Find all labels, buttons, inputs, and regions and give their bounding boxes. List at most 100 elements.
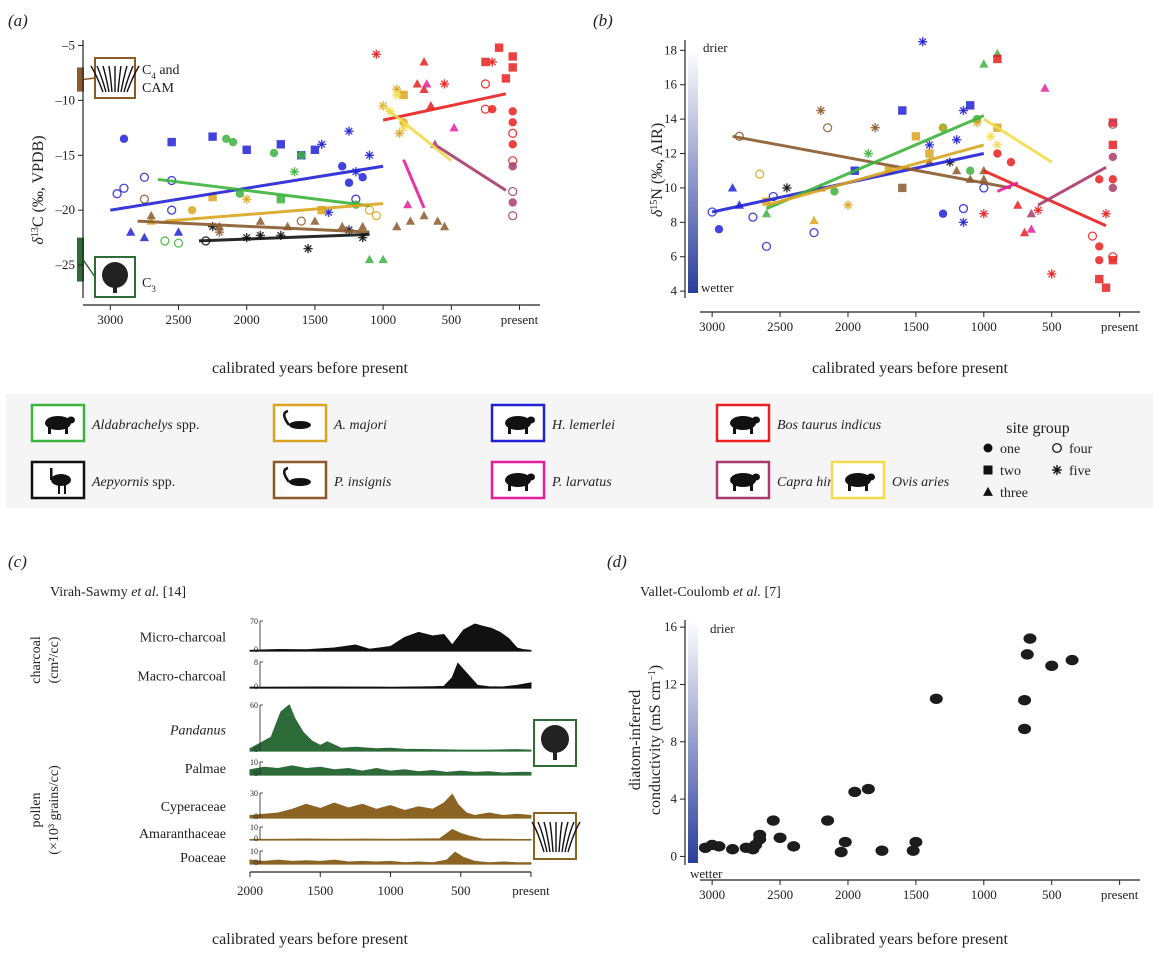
d-x-tick-label: 2500: [767, 887, 793, 902]
asterisk-stroke: [304, 244, 312, 253]
grass-blade: [558, 821, 563, 853]
asterisk-stroke: [1047, 270, 1056, 278]
asterisk-stroke: [290, 167, 299, 176]
b-data-point: [782, 183, 792, 193]
a-trend-line: [382, 92, 507, 122]
a-data-point: [119, 134, 129, 144]
legend-site-label: four: [1069, 442, 1093, 457]
legend-label-suffix: spp.: [149, 475, 175, 490]
a-data-point: [242, 194, 252, 204]
legend-entry: Aldabrachelys spp.: [30, 403, 199, 443]
c-x-tick-label: 2000: [237, 883, 263, 898]
a-data-point: [371, 49, 381, 59]
asterisk-stroke: [242, 195, 251, 203]
c-series-zero-label: 0: [254, 769, 258, 778]
fossa-icon: [283, 466, 311, 486]
a-ylabel-prefix: δ: [30, 237, 47, 245]
a-data-point: [337, 162, 347, 171]
a-data-point: [508, 63, 517, 72]
a-x-tick-label: 2500: [165, 312, 191, 327]
d-data-point: [773, 832, 787, 843]
a-trend-line: [402, 159, 426, 209]
a-data-point: [439, 79, 450, 89]
c-group-label-charcoal: charcoal (cm²/cc): [29, 636, 62, 684]
b-data-point: [992, 140, 1003, 150]
elephant-bird-icon: [50, 468, 71, 494]
b-x-tick-label: 500: [1042, 319, 1062, 334]
a-data-point: [433, 216, 443, 225]
a-data-point: [126, 227, 136, 236]
c-series-name: Poaceae: [180, 851, 226, 866]
a-data-point: [208, 132, 217, 141]
b-y-tick-label: 10: [664, 180, 677, 195]
a-data-point: [310, 216, 320, 225]
d-data-point: [1023, 633, 1037, 644]
grass-blade: [123, 65, 134, 93]
a-data-point: [358, 173, 367, 182]
b-data-point: [1095, 175, 1104, 184]
panel-d-plot: [698, 633, 1079, 858]
a-data-point: [187, 205, 197, 215]
b-data-point: [1108, 119, 1118, 129]
a-data-point: [403, 199, 413, 209]
c-series-area: [249, 829, 532, 841]
animal-leg: [848, 484, 851, 491]
asterisk-stroke: [440, 80, 449, 88]
legend-label: Aepyornis spp.: [91, 475, 175, 490]
a-data-point: [358, 221, 368, 231]
c-series-max-label: 30: [250, 789, 258, 798]
d-cite-ref: [7]: [764, 585, 780, 600]
b-data-point: [1101, 283, 1111, 292]
a-annotation-label: C4 and: [142, 63, 180, 81]
b-ylabel-rest: N (‰, AIR): [649, 123, 666, 200]
a-data-point: [173, 227, 184, 236]
b-x-tick-label: 3000: [699, 319, 725, 334]
a-annotation-label-rest: and: [156, 63, 180, 78]
panel-d-x-axis-label: calibrated years before present: [812, 931, 1008, 948]
a-y-tick-label: –5: [61, 37, 75, 52]
a-data-point: [480, 79, 491, 89]
bushpig-icon: [505, 473, 535, 491]
legend-label-name: Bos taurus indicus: [777, 418, 882, 433]
b-data-point: [1026, 224, 1036, 233]
b-data-point: [1095, 255, 1104, 265]
asterisk-stroke: [365, 151, 374, 160]
grass-blade: [96, 65, 107, 93]
b-trend-line: [983, 169, 1107, 228]
panel-c: (c) Virah-Sawmy et al. [14] 70 0 Micro-cha…: [8, 552, 581, 948]
b-data-point: [1026, 208, 1036, 218]
d-data-point: [1045, 660, 1059, 672]
c-series-area: [249, 793, 532, 819]
a-data-point: [173, 238, 184, 248]
d-x-tick-label: 1500: [903, 887, 929, 902]
asterisk-stroke: [372, 50, 381, 59]
d-data-point: [787, 841, 801, 852]
a-annotation-connector: [82, 259, 96, 278]
b-data-point: [952, 135, 962, 145]
a-data-point: [139, 172, 150, 182]
b-data-point: [843, 200, 853, 210]
a-data-point: [449, 122, 459, 132]
animal-tail: [283, 466, 291, 483]
asterisk-stroke: [392, 85, 401, 94]
panel-b-y-axis-label: δ15N (‰, AIR): [649, 123, 667, 217]
animal-leg: [733, 484, 736, 491]
b-y-tick-label: 14: [664, 111, 678, 126]
d-data-point: [906, 845, 920, 856]
a-data-point: [297, 151, 306, 160]
b-trend-line: [996, 181, 1019, 193]
d-y-tick-label: 4: [671, 791, 678, 806]
legend-label: A. majori: [333, 418, 387, 433]
a-trend-line: [436, 145, 507, 192]
b-data-point: [958, 217, 969, 227]
a-data-point: [364, 205, 375, 215]
a-trend-line: [198, 232, 370, 243]
legend-site-marker: [983, 443, 993, 453]
legend-label-name: Aepyornis: [91, 475, 149, 490]
animal-leg: [508, 484, 511, 491]
b-data-point: [748, 212, 758, 222]
bird-leg: [64, 485, 66, 494]
a-data-point: [412, 79, 422, 88]
legend-label: Aldabrachelys spp.: [91, 418, 199, 433]
a-data-point: [255, 216, 265, 225]
